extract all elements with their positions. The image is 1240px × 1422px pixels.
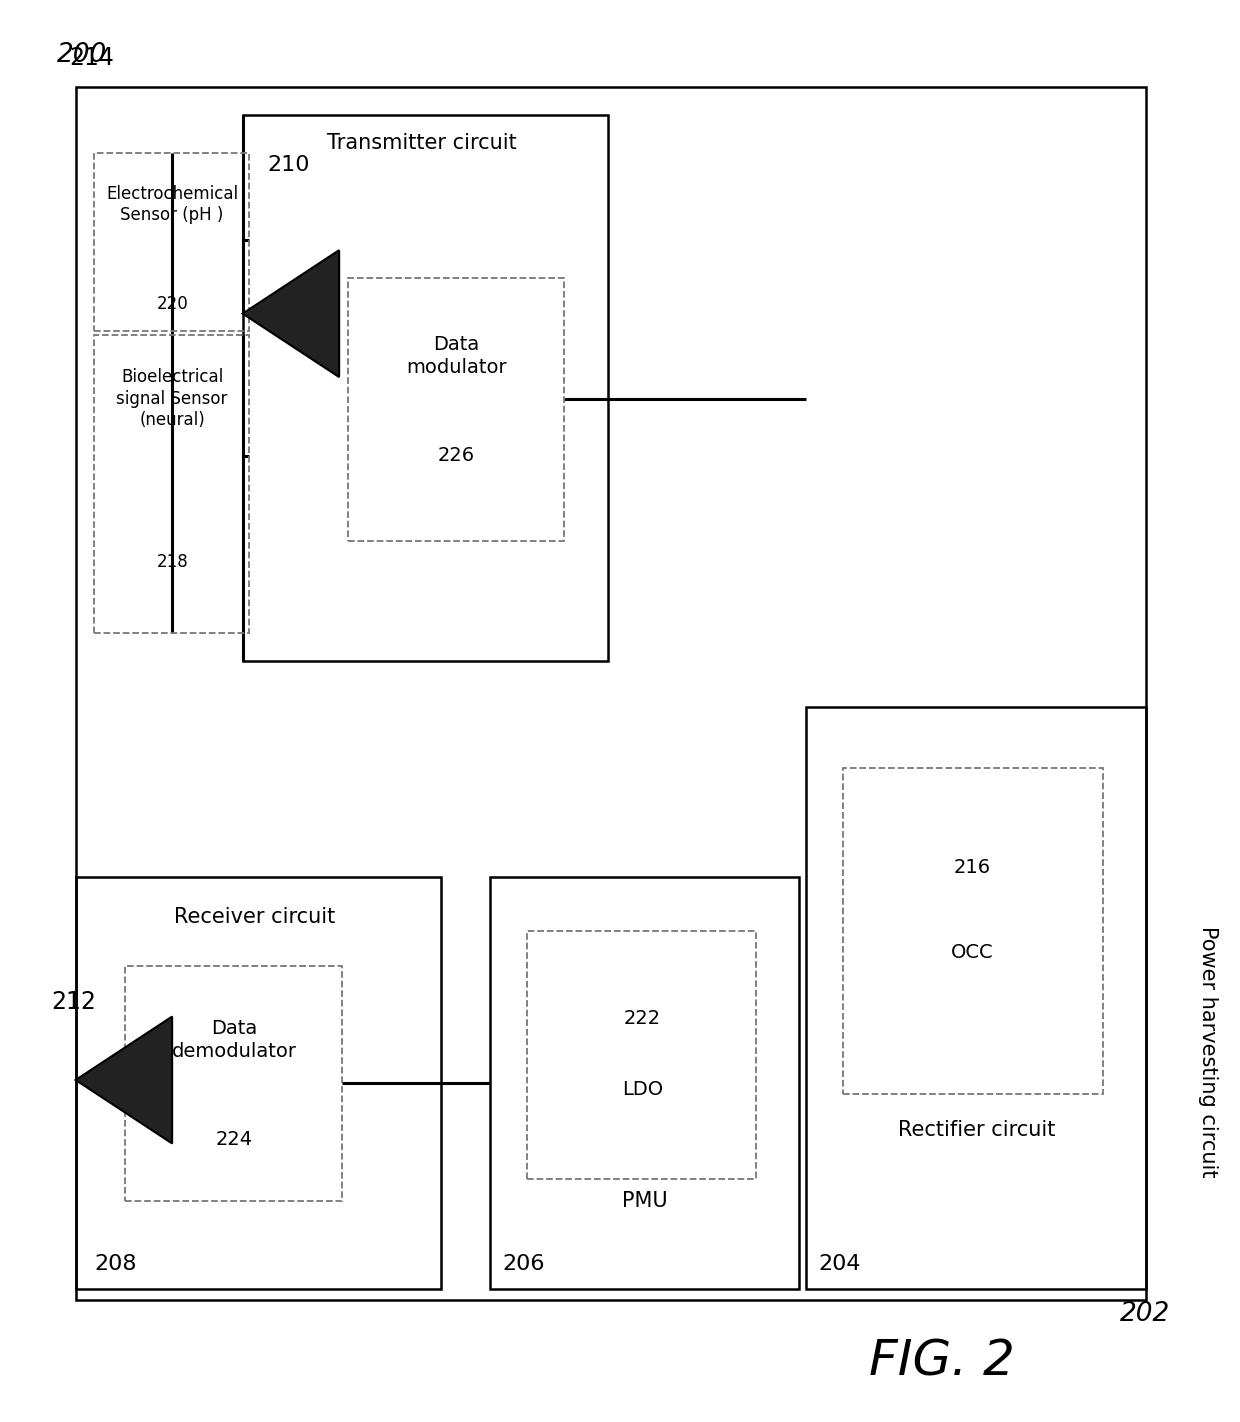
Polygon shape [243,250,340,377]
Bar [94,336,249,633]
Text: 224: 224 [216,1130,253,1149]
Text: 200: 200 [57,43,108,68]
Bar [94,154,249,331]
Text: 212: 212 [51,990,95,1014]
Text: LDO: LDO [621,1081,663,1099]
Text: Data
demodulator: Data demodulator [171,1020,296,1061]
Bar [125,967,342,1200]
Text: Receiver circuit: Receiver circuit [175,907,336,927]
Text: Electrochemical
Sensor (pH ): Electrochemical Sensor (pH ) [107,185,238,225]
Bar [490,877,800,1288]
Text: 210: 210 [268,155,310,175]
Text: 226: 226 [438,447,475,465]
Text: OCC: OCC [951,943,994,961]
Text: Power harvesting circuit: Power harvesting circuit [1198,926,1218,1177]
Text: 220: 220 [156,294,188,313]
Text: Transmitter circuit: Transmitter circuit [327,134,517,154]
Text: 222: 222 [624,1010,661,1028]
Text: Bioelectrical
signal Sensor
(neural): Bioelectrical signal Sensor (neural) [117,368,228,429]
Bar [243,115,608,661]
Text: 216: 216 [954,857,991,876]
Bar [76,877,440,1288]
Text: 214: 214 [69,46,114,70]
Text: PMU: PMU [622,1190,667,1210]
Bar [527,931,756,1179]
Text: 208: 208 [94,1254,136,1274]
Text: 206: 206 [502,1254,544,1274]
Bar [806,707,1146,1288]
Text: 204: 204 [818,1254,861,1274]
Text: Data
modulator: Data modulator [407,336,507,377]
Text: 202: 202 [1120,1301,1171,1327]
Bar [843,768,1102,1094]
Text: 218: 218 [156,553,188,572]
Text: Rectifier circuit: Rectifier circuit [898,1119,1055,1139]
Bar [76,87,1146,1300]
Text: FIG. 2: FIG. 2 [869,1337,1014,1385]
Polygon shape [76,1017,172,1143]
Bar [347,279,564,540]
